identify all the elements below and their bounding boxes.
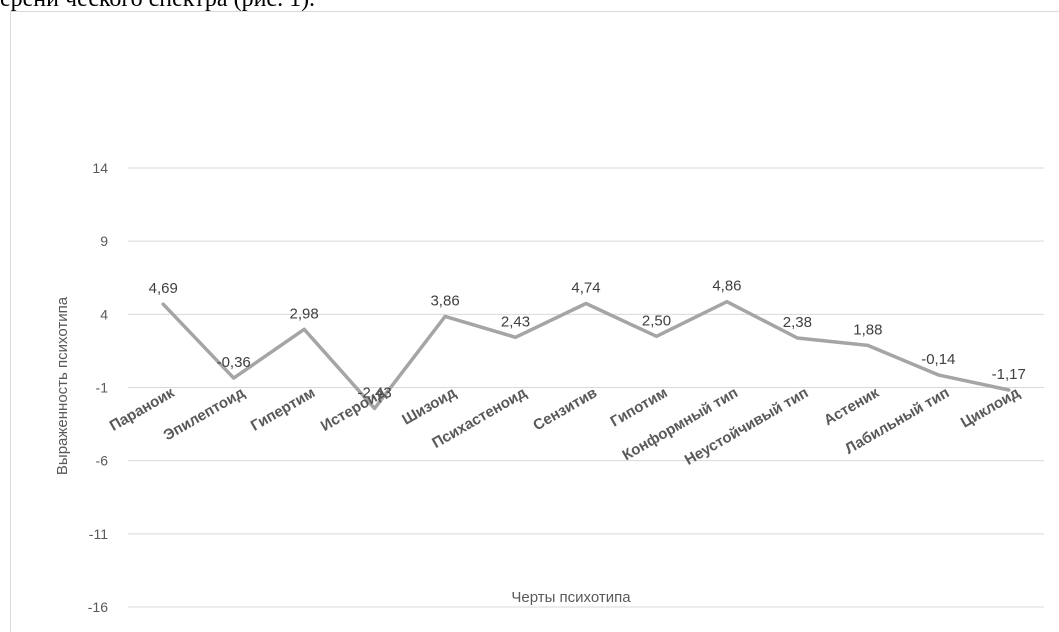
gridlines (128, 167, 1044, 608)
data-label: 2,98 (290, 305, 319, 322)
data-label: 3,86 (430, 292, 459, 309)
data-label: 4,69 (149, 280, 178, 297)
category-label: Гипертим (248, 384, 318, 434)
chart-frame (10, 11, 1059, 632)
data-label: -1,17 (992, 366, 1026, 383)
category-label: Гипотим (608, 384, 671, 430)
category-label: Шизоид (399, 384, 459, 429)
category-label: Астеник (821, 384, 882, 429)
y-tick-label: 14 (92, 160, 108, 176)
x-axis-title: Черты психотипа (511, 589, 631, 606)
y-tick-label: -11 (89, 526, 108, 542)
y-tick-label: -16 (88, 599, 108, 615)
category-label: Сензитив (530, 384, 600, 434)
data-label: -0,14 (921, 351, 955, 368)
document-caption-fragment: ерени ческого спектра (рис. 1). (0, 0, 315, 13)
y-tick-label: -1 (96, 380, 109, 396)
y-tick-label: 9 (100, 233, 108, 249)
category-label: Конформный тип (619, 384, 740, 464)
data-label: 2,43 (501, 313, 530, 330)
data-label: 4,74 (571, 280, 600, 297)
data-labels: 4,69 -0,36 2,98 -2,43 3,86 2,43 4,74 2,50 4,86 2,… (149, 278, 1026, 402)
y-tick-labels: 14 9 4 -1 -6 -11 -16 (88, 160, 108, 615)
series-line-path (161, 299, 1011, 411)
category-label: Неустойчивый тип (682, 384, 812, 469)
data-label: 2,38 (783, 314, 812, 331)
y-axis-title: Выраженность психотипа (54, 296, 71, 475)
y-tick-label: -6 (96, 453, 109, 469)
data-label: -2,43 (358, 384, 392, 401)
data-label: -0,36 (217, 354, 251, 371)
series-line (161, 299, 1011, 411)
category-label: Циклоид (958, 384, 1023, 432)
data-label: 4,86 (712, 278, 741, 295)
y-tick-label: 4 (100, 306, 108, 322)
data-label: 2,50 (642, 312, 671, 329)
data-label: 1,88 (853, 321, 882, 338)
category-label: Истероид (318, 384, 389, 435)
